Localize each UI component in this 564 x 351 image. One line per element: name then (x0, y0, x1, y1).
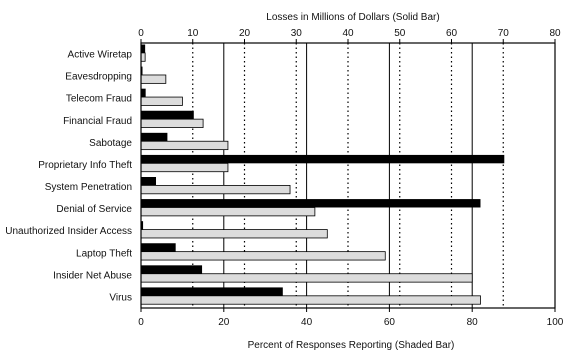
bar-percent-11 (140, 295, 481, 305)
bar-losses-1 (141, 66, 143, 75)
bars (140, 44, 505, 305)
bar-percent-3 (140, 118, 204, 128)
gridlines (192, 43, 504, 308)
bar-percent-0 (140, 52, 146, 62)
bottom-tick-label-20: 20 (218, 317, 230, 328)
category-label-10: Insider Net Abuse (53, 270, 132, 281)
top-tick-label-80: 80 (549, 28, 561, 39)
bar-losses-7 (141, 199, 481, 208)
bottom-tick-label-0: 0 (138, 317, 144, 328)
bar-percent-8 (140, 229, 328, 239)
top-tick-label-10: 10 (187, 28, 199, 39)
bar-percent-5 (140, 162, 229, 173)
bar-percent-4 (140, 140, 229, 151)
top-tick-label-50: 50 (394, 28, 406, 39)
category-label-11: Virus (109, 292, 132, 303)
category-label-6: System Penetration (45, 182, 132, 193)
top-tick-label-60: 60 (446, 28, 458, 39)
category-label-8: Unauthorized Insider Access (5, 226, 132, 237)
bar-percent-1 (140, 74, 167, 84)
bar-percent-7 (140, 207, 316, 217)
axes (140, 39, 556, 312)
top-tick-label-40: 40 (342, 28, 354, 39)
bottom-tick-label-100: 100 (547, 317, 564, 328)
bar-percent-10 (140, 273, 473, 283)
tick-labels: 0 10 20 30 40 50 60 70 80 0 20 40 60 80 100 (138, 28, 564, 328)
category-label-7: Denial of Service (56, 204, 132, 215)
category-label-5: Proprietary Info Theft (38, 160, 132, 171)
bar-losses-3 (141, 110, 194, 120)
bar-losses-6 (141, 177, 157, 186)
top-tick-label-30: 30 (291, 28, 303, 39)
bar-losses-9 (141, 243, 176, 252)
bar-losses-10 (141, 265, 203, 274)
bottom-tick-label-80: 80 (467, 317, 479, 328)
bar-losses-5 (141, 154, 505, 164)
top-tick-label-20: 20 (239, 28, 251, 39)
top-tick-label-70: 70 (498, 28, 510, 39)
category-label-3: Financial Fraud (63, 116, 132, 127)
bar-losses-8 (141, 221, 144, 230)
bar-percent-9 (140, 251, 386, 261)
category-label-9: Laptop Theft (76, 248, 132, 259)
top-axis-title: Losses in Millions of Dollars (Solid Bar… (266, 12, 439, 23)
bar-percent-2 (140, 96, 183, 106)
category-label-0: Active Wiretap (68, 50, 133, 61)
category-label-1: Eavesdropping (65, 72, 132, 83)
bar-percent-6 (140, 184, 291, 195)
category-label-2: Telecom Fraud (66, 94, 132, 105)
bar-losses-0 (141, 44, 146, 53)
bar-losses-4 (141, 132, 168, 142)
category-labels: Active Wiretap Eavesdropping Telecom Fraud… (5, 50, 132, 304)
bar-losses-11 (141, 287, 283, 296)
bottom-axis-title: Percent of Responses Reporting (Shaded B… (248, 340, 455, 351)
category-label-4: Sabotage (89, 138, 132, 149)
bar-losses-2 (141, 88, 146, 98)
top-tick-label-0: 0 (138, 28, 144, 39)
bottom-tick-label-60: 60 (384, 317, 396, 328)
bottom-tick-label-40: 40 (301, 317, 313, 328)
